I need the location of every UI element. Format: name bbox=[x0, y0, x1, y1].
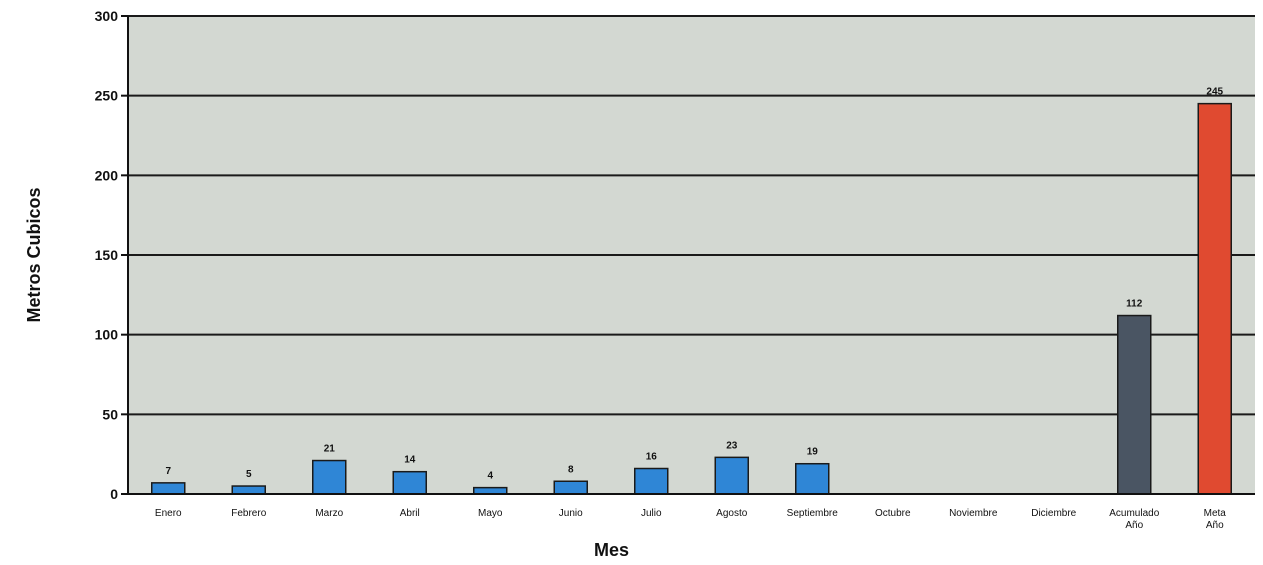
data-label: 7 bbox=[165, 466, 171, 477]
x-tick-label-line: Acumulado bbox=[1109, 508, 1159, 519]
x-tick-label-line: Mayo bbox=[478, 508, 503, 519]
x-tick-label: Noviembre bbox=[949, 508, 998, 519]
x-tick-label-line: Octubre bbox=[875, 508, 911, 519]
bar bbox=[312, 459, 347, 495]
y-axis-title: Metros Cubicos bbox=[24, 187, 44, 322]
bar bbox=[634, 467, 669, 495]
data-label: 4 bbox=[487, 471, 493, 482]
y-tick-label: 150 bbox=[95, 247, 119, 263]
data-label: 245 bbox=[1206, 87, 1223, 98]
x-axis-ticks: Enero Febrero Marzo Abril Mayo Junio Julio Agos… bbox=[155, 508, 1226, 531]
x-tick-label-line: Abril bbox=[400, 508, 420, 519]
data-label: 19 bbox=[807, 447, 819, 458]
x-tick-label-line: Febrero bbox=[231, 508, 266, 519]
bar bbox=[151, 482, 186, 495]
x-tick-label: Agosto bbox=[716, 508, 748, 519]
bar bbox=[1197, 102, 1232, 495]
y-tick-label: 250 bbox=[95, 88, 119, 104]
y-tick-label: 50 bbox=[102, 406, 118, 422]
y-axis-ticks: 0 50 100 150 200 250 300 bbox=[95, 8, 128, 502]
x-tick-label: Acumulado Año bbox=[1109, 508, 1159, 531]
bar bbox=[714, 456, 749, 495]
x-tick-label-line: Julio bbox=[641, 508, 662, 519]
x-tick-label-line: Año bbox=[1206, 520, 1224, 531]
x-tick-label-line: Marzo bbox=[315, 508, 343, 519]
data-label: 21 bbox=[324, 444, 336, 455]
data-labels: 7 5 21 14 4 8 16 23 19 112 245 bbox=[165, 87, 1223, 482]
y-tick-label: 300 bbox=[95, 8, 119, 24]
x-tick-label-line: Enero bbox=[155, 508, 182, 519]
bar bbox=[553, 480, 588, 495]
x-tick-label-line: Año bbox=[1125, 520, 1143, 531]
bar bbox=[1117, 314, 1152, 495]
bar bbox=[795, 462, 830, 495]
bars bbox=[151, 102, 1232, 495]
data-label: 23 bbox=[726, 440, 738, 451]
gridlines bbox=[128, 15, 1255, 416]
x-tick-label-line: Diciembre bbox=[1031, 508, 1076, 519]
x-tick-label-line: Meta bbox=[1204, 508, 1227, 519]
x-tick-label-line: Agosto bbox=[716, 508, 748, 519]
x-tick-label: Febrero bbox=[231, 508, 266, 519]
data-label: 14 bbox=[404, 455, 416, 466]
x-tick-label: Meta Año bbox=[1204, 508, 1227, 531]
y-tick-label: 200 bbox=[95, 167, 119, 183]
x-tick-label: Octubre bbox=[875, 508, 911, 519]
bar bbox=[231, 485, 266, 495]
y-tick-label: 100 bbox=[95, 327, 119, 343]
data-label: 16 bbox=[646, 452, 658, 463]
x-tick-label: Septiembre bbox=[787, 508, 839, 519]
data-label: 5 bbox=[246, 469, 252, 480]
data-label: 8 bbox=[568, 464, 574, 475]
y-tick-label: 0 bbox=[110, 486, 118, 502]
x-tick-label: Marzo bbox=[315, 508, 343, 519]
x-tick-label: Diciembre bbox=[1031, 508, 1076, 519]
x-tick-label-line: Junio bbox=[559, 508, 583, 519]
x-tick-label: Mayo bbox=[478, 508, 503, 519]
bar bbox=[392, 470, 427, 495]
x-tick-label: Enero bbox=[155, 508, 182, 519]
data-label: 112 bbox=[1126, 299, 1143, 310]
x-tick-label: Julio bbox=[641, 508, 662, 519]
x-axis-title: Mes bbox=[594, 540, 629, 560]
x-tick-label-line: Septiembre bbox=[787, 508, 839, 519]
x-tick-label: Abril bbox=[400, 508, 420, 519]
x-tick-label-line: Noviembre bbox=[949, 508, 998, 519]
x-tick-label: Junio bbox=[559, 508, 583, 519]
